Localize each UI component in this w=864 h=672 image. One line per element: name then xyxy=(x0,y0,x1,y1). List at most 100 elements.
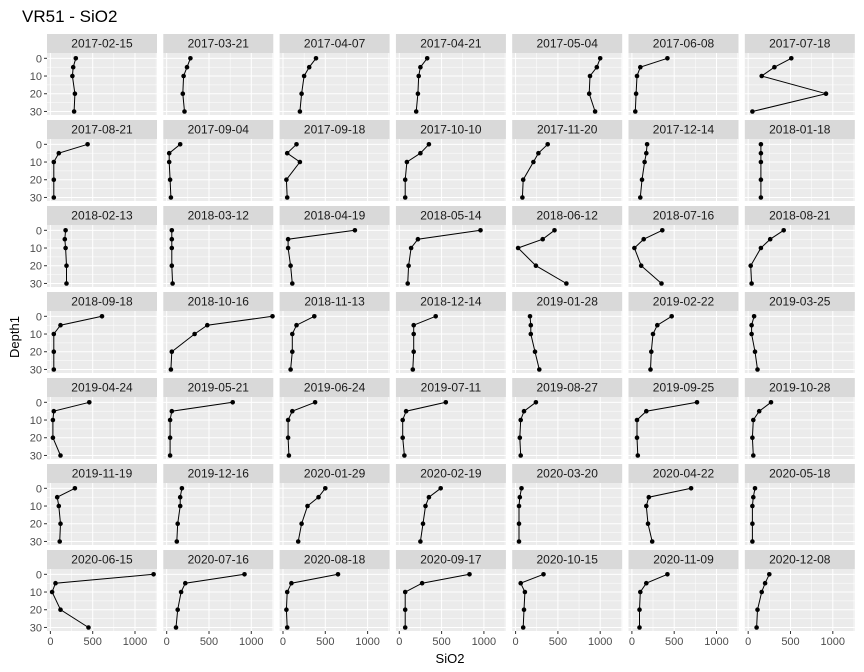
data-point xyxy=(411,322,416,328)
facet-plot-area xyxy=(163,311,275,373)
data-point xyxy=(752,486,758,491)
data-point xyxy=(85,142,90,147)
facet-panel: 2019-07-11 xyxy=(395,378,506,459)
data-point xyxy=(63,228,68,233)
data-point xyxy=(552,228,557,233)
data-point xyxy=(545,142,550,147)
facet-plot-area xyxy=(395,569,506,631)
y-tick-label: 10 xyxy=(30,587,42,599)
data-point xyxy=(294,142,299,147)
panel-background xyxy=(163,139,274,201)
data-point xyxy=(592,109,598,114)
panel-background xyxy=(47,53,157,115)
panel-background xyxy=(512,483,623,545)
facet-panel: 2020-02-19 xyxy=(395,464,506,545)
facet-strip xyxy=(744,550,855,569)
data-point xyxy=(70,73,75,79)
data-point xyxy=(299,91,304,96)
data-point xyxy=(290,349,295,354)
facet-strip xyxy=(163,464,274,483)
facet-panel: 2017-07-18 xyxy=(744,34,855,115)
x-tick-label: 500 xyxy=(84,636,102,648)
data-point xyxy=(420,521,426,526)
data-point xyxy=(515,245,521,251)
facet-panel: 2017-11-20 xyxy=(512,120,623,201)
facet-plot-area xyxy=(628,311,739,373)
facet-strip xyxy=(395,292,506,311)
data-point xyxy=(64,263,69,268)
y-tick-label: 10 xyxy=(30,501,42,513)
facet-panel: 2018-08-21 xyxy=(744,206,855,287)
facet-strip xyxy=(163,550,274,569)
data-point xyxy=(285,245,291,251)
facet-label: 2017-11-20 xyxy=(537,123,598,137)
facet-plot-area xyxy=(395,139,506,201)
panel-background xyxy=(163,397,274,459)
y-tick-label: 0 xyxy=(36,53,42,65)
panel-background xyxy=(163,311,274,373)
panel-background xyxy=(395,225,506,287)
facet-panel: 2019-12-16 xyxy=(163,464,274,545)
data-point xyxy=(413,109,419,114)
panel-background xyxy=(395,311,506,373)
panel-background xyxy=(279,139,390,201)
data-point xyxy=(167,453,173,458)
data-point xyxy=(290,281,295,286)
facet-panel: 2018-02-13 xyxy=(47,206,157,287)
y-tick-label: 0 xyxy=(36,397,42,409)
data-point xyxy=(522,589,528,595)
facet-strip xyxy=(163,120,274,139)
data-point xyxy=(751,453,756,458)
data-point xyxy=(166,150,172,156)
data-point xyxy=(411,349,416,354)
data-point xyxy=(638,263,644,268)
facet-label: 2019-12-16 xyxy=(188,467,250,481)
facet-plot-area xyxy=(395,483,506,545)
data-point xyxy=(587,73,593,79)
data-point xyxy=(299,521,304,526)
panel-background xyxy=(395,483,506,545)
data-point xyxy=(520,625,526,630)
y-tick-label: 10 xyxy=(30,329,42,341)
data-point xyxy=(70,64,76,70)
facet-plot-area xyxy=(395,397,506,459)
data-point xyxy=(516,503,522,509)
data-point xyxy=(634,73,640,79)
data-point xyxy=(183,580,188,586)
y-tick-label: 30 xyxy=(30,536,42,548)
data-point xyxy=(641,236,646,242)
data-point xyxy=(177,503,183,509)
data-point xyxy=(51,177,57,182)
facet-label: 2020-08-18 xyxy=(304,553,366,567)
data-point xyxy=(284,150,290,156)
data-point xyxy=(294,322,299,328)
data-point xyxy=(767,236,773,242)
facet-strip xyxy=(512,120,623,139)
panel-background xyxy=(163,225,274,287)
facet-label: 2019-04-24 xyxy=(71,381,133,395)
data-point xyxy=(305,503,310,509)
data-point xyxy=(751,494,756,500)
y-tick-label: 20 xyxy=(30,89,42,101)
data-point xyxy=(182,109,187,114)
facet-strip xyxy=(628,34,739,53)
x-tick-label: 500 xyxy=(200,636,218,648)
data-point xyxy=(644,150,649,156)
data-point xyxy=(405,281,410,286)
facet-panel: 2020-12-08 xyxy=(744,550,855,631)
facet-strip xyxy=(512,550,623,569)
data-point xyxy=(637,607,642,612)
data-point xyxy=(750,503,755,509)
facet-panel: 2019-11-19 xyxy=(47,464,157,545)
data-point xyxy=(533,400,539,405)
facet-plot-area xyxy=(163,569,274,631)
data-point xyxy=(467,572,472,577)
facet-strip xyxy=(47,34,157,53)
data-point xyxy=(284,195,290,200)
facet-panel: 2018-04-19 xyxy=(279,206,390,287)
data-point xyxy=(694,400,700,405)
data-point xyxy=(301,73,307,79)
panel-background xyxy=(279,311,390,373)
x-tick-label: 0 xyxy=(745,636,751,648)
data-point xyxy=(528,322,534,328)
